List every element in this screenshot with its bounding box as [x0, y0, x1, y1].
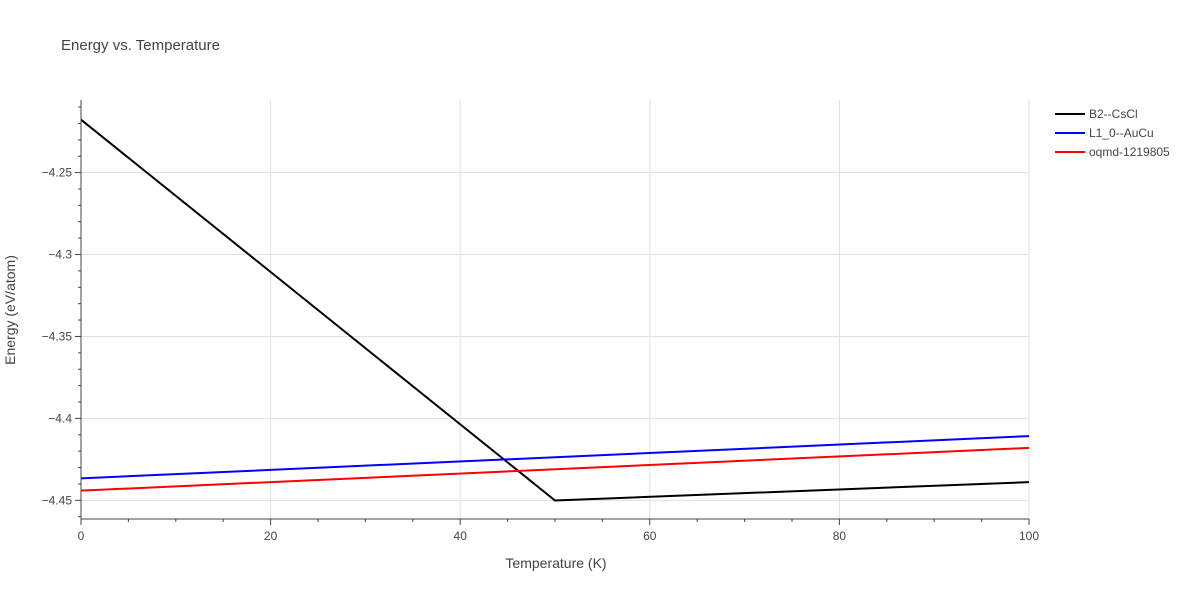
- y-tick-label: −4.35: [42, 329, 73, 343]
- legend-item-oqmd-1219805[interactable]: oqmd-1219805: [1055, 145, 1170, 159]
- x-tick-label: 80: [833, 529, 847, 543]
- legend-label: B2--CsCl: [1089, 107, 1138, 121]
- y-tick-label: −4.3: [48, 248, 72, 262]
- y-tick-label: −4.4: [48, 411, 72, 425]
- x-tick-label: 100: [1019, 529, 1039, 543]
- y-tick-label: −4.25: [42, 166, 73, 180]
- series-line-oqmd-1219805: [80, 446, 1030, 492]
- x-tick-label: 60: [643, 529, 657, 543]
- legend-item-l1-0-aucu[interactable]: L1_0--AuCu: [1055, 126, 1154, 140]
- x-axis-title: Temperature (K): [505, 555, 606, 571]
- y-axis-title: Energy (eV/atom): [2, 255, 18, 365]
- x-tick-label: 0: [78, 529, 85, 543]
- legend-label: L1_0--AuCu: [1089, 126, 1154, 140]
- legend-label: oqmd-1219805: [1089, 145, 1170, 159]
- x-tick-label: 20: [264, 529, 278, 543]
- axis-layer: 0 20 40 60 80 100 −4.45 −4.4 −4.35 −4.3 −4.25: [42, 100, 1039, 543]
- legend: B2--CsCl L1_0--AuCu oqmd-1219805: [1055, 107, 1170, 159]
- y-tick-label: −4.45: [42, 493, 73, 507]
- chart-title: Energy vs. Temperature: [61, 37, 220, 54]
- series-line-b2-cscl: [80, 118, 1030, 502]
- x-tick-label: 40: [454, 529, 468, 543]
- legend-item-b2-cscl[interactable]: B2--CsCl: [1055, 107, 1138, 121]
- series-line-l1-0-aucu: [80, 435, 1030, 480]
- series-layer: [80, 118, 1030, 502]
